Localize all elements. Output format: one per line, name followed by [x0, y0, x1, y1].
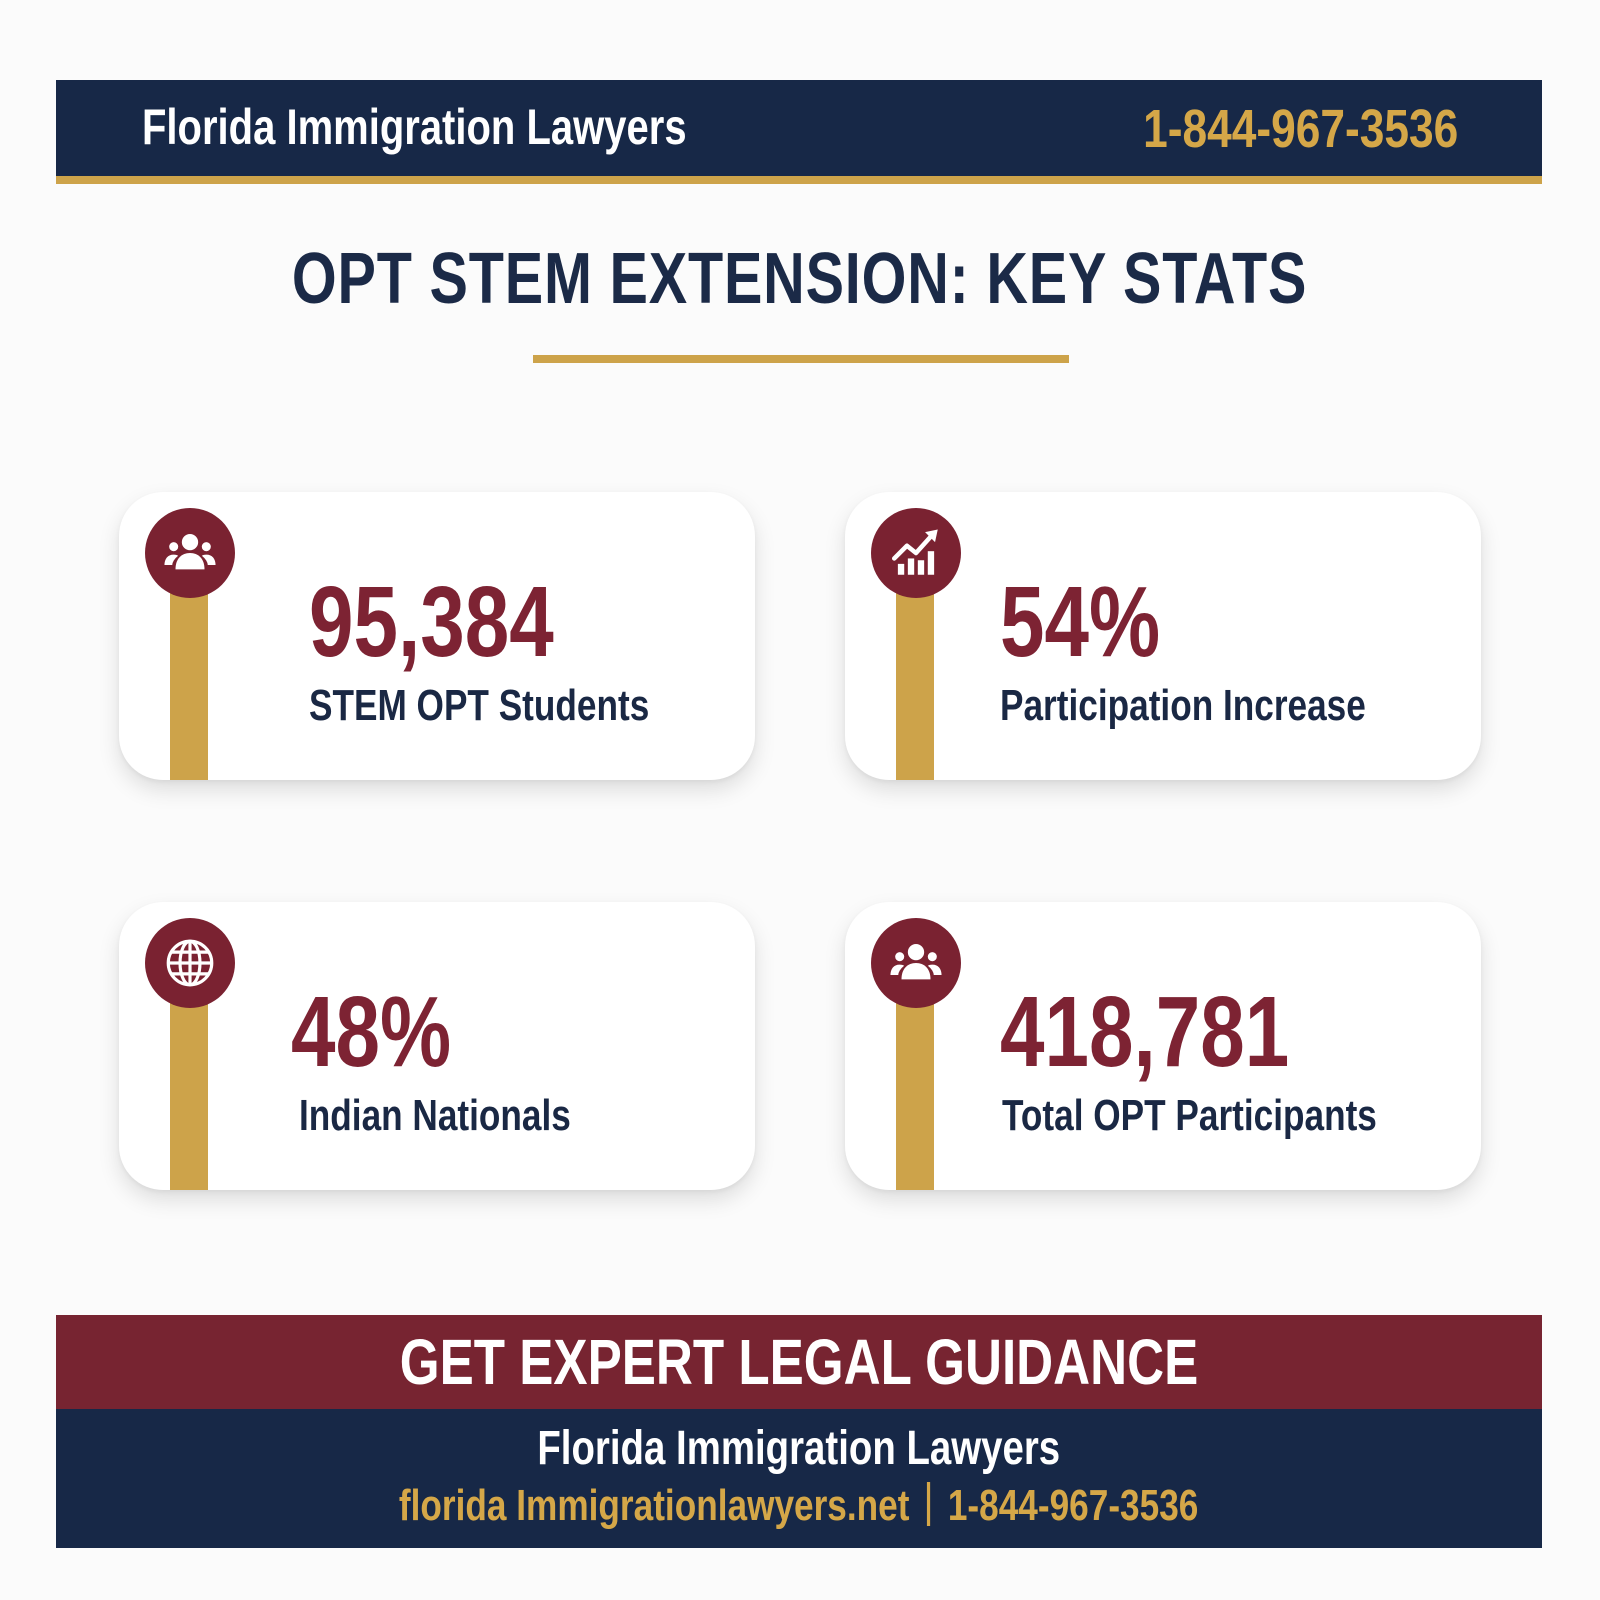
page-title-text: OPT STEM EXTENSION: KEY STATS	[292, 239, 1308, 319]
page-title: OPT STEM EXTENSION: KEY STATS	[0, 238, 1600, 320]
growth-chart-icon	[871, 508, 961, 598]
footer-contact: florida Immigrationlawyers.net 1-844-967-…	[56, 1481, 1542, 1531]
stat-card-stem-opt-students: 95,384 STEM OPT Students	[119, 492, 755, 780]
footer-firm-name: Florida Immigration Lawyers	[537, 1422, 1061, 1475]
stat-label: Indian Nationals	[299, 1091, 571, 1140]
footer-phone-link[interactable]: 1-844-967-3536	[948, 1481, 1199, 1530]
footer-separator	[927, 1482, 931, 1526]
brand-name: Florida Immigration Lawyers	[142, 99, 687, 155]
group-people-icon	[145, 508, 235, 598]
footer-firm: Florida Immigration Lawyers	[56, 1421, 1542, 1476]
stat-value: 54%	[1000, 566, 1161, 678]
header-bar: Florida Immigration Lawyers 1-844-967-35…	[56, 80, 1542, 184]
stat-card-total-opt-participants: 418,781 Total OPT Participants	[845, 902, 1481, 1190]
title-divider	[533, 355, 1069, 363]
globe-icon	[145, 918, 235, 1008]
stat-card-participation-increase: 54% Participation Increase	[845, 492, 1481, 780]
stat-value: 95,384	[309, 566, 554, 678]
footer-bar: Florida Immigration Lawyers florida Immi…	[56, 1409, 1542, 1548]
stat-value: 48%	[291, 976, 452, 1088]
cta-text: GET EXPERT LEGAL GUIDANCE	[399, 1326, 1199, 1398]
cta-banner[interactable]: GET EXPERT LEGAL GUIDANCE	[56, 1315, 1542, 1409]
header-phone-link[interactable]: 1-844-967-3536	[1142, 99, 1458, 159]
footer-website-link[interactable]: florida Immigrationlawyers.net	[399, 1481, 910, 1530]
stat-label: Participation Increase	[1000, 681, 1366, 730]
stat-label: STEM OPT Students	[309, 681, 650, 730]
stat-label: Total OPT Participants	[1002, 1091, 1377, 1140]
stat-value: 418,781	[1000, 976, 1290, 1088]
group-people-icon	[871, 918, 961, 1008]
stat-card-indian-nationals: 48% Indian Nationals	[119, 902, 755, 1190]
